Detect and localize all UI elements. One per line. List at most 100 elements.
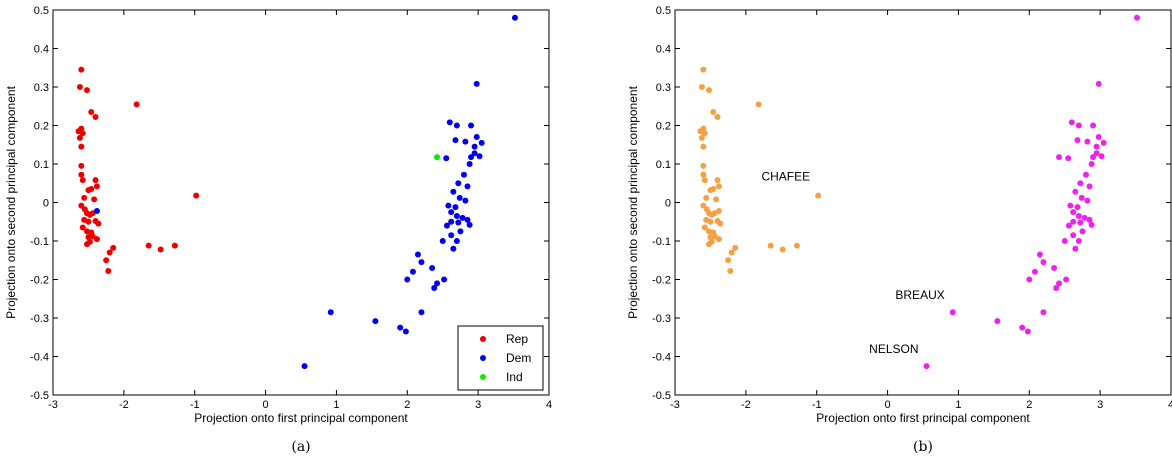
data-point xyxy=(707,218,714,225)
data-point-dem xyxy=(450,188,457,195)
data-point-dem xyxy=(456,194,463,201)
data-point-rep xyxy=(78,162,85,169)
data-point-dem xyxy=(404,276,411,283)
data-point xyxy=(700,143,707,150)
data-point xyxy=(701,224,708,231)
y-tick-label: 0.1 xyxy=(656,159,671,171)
data-point-rep xyxy=(145,242,152,249)
data-point-rep xyxy=(93,236,100,243)
y-tick-label: 0.5 xyxy=(656,5,671,17)
data-point xyxy=(1031,268,1038,275)
data-point xyxy=(1086,216,1093,223)
y-tick-label: -0.1 xyxy=(652,236,671,248)
data-point xyxy=(698,84,705,90)
data-point-dem xyxy=(450,245,457,252)
data-point-dem xyxy=(471,150,478,157)
data-point-rep xyxy=(193,192,200,199)
y-tick-label: 0.2 xyxy=(656,121,671,133)
data-point xyxy=(700,171,707,178)
data-point xyxy=(725,257,732,264)
subfigure-caption: (b) xyxy=(913,439,933,455)
data-point xyxy=(1086,183,1093,190)
data-point xyxy=(1075,238,1082,244)
data-point-dem xyxy=(459,214,466,221)
data-point-rep xyxy=(76,84,83,90)
y-tick-label: 0.3 xyxy=(656,82,671,94)
data-point xyxy=(923,363,930,370)
data-point-dem xyxy=(464,183,471,190)
data-point-dem xyxy=(409,268,416,275)
y-tick-label: 0 xyxy=(665,198,671,210)
data-point xyxy=(1026,276,1033,283)
data-point-dem xyxy=(448,209,455,216)
data-point-dem xyxy=(448,232,455,239)
y-tick-label: -0.3 xyxy=(652,313,671,325)
y-tick-label: 0 xyxy=(43,198,49,210)
data-point xyxy=(1100,139,1107,146)
x-axis-label: Projection onto first principal componen… xyxy=(816,411,1030,425)
data-point-dem xyxy=(455,219,462,226)
data-point xyxy=(1093,143,1100,150)
data-point-dem xyxy=(466,221,473,228)
annotation-label: BREAUX xyxy=(895,288,944,302)
y-tick-label: 0.3 xyxy=(34,82,49,94)
data-point xyxy=(710,186,717,193)
data-point xyxy=(708,238,715,245)
legend-entry: Rep xyxy=(506,332,528,346)
x-tick-label: 4 xyxy=(1168,399,1172,411)
data-point xyxy=(732,244,739,251)
data-point-rep xyxy=(85,218,92,225)
data-point-rep xyxy=(110,244,117,251)
data-point xyxy=(700,202,707,209)
data-point xyxy=(1090,122,1097,129)
data-point-dem xyxy=(418,309,425,316)
data-point xyxy=(815,192,822,199)
y-tick-label: -0.4 xyxy=(30,352,49,364)
data-point-dem xyxy=(452,204,459,211)
data-point-dem xyxy=(473,80,480,87)
data-point-dem xyxy=(93,207,100,214)
x-tick-label: 0 xyxy=(263,399,269,411)
data-point-dem xyxy=(462,138,469,145)
data-point xyxy=(767,242,774,249)
data-point xyxy=(1068,119,1075,126)
annotation-label: CHAFEE xyxy=(761,170,810,184)
data-point-dem xyxy=(439,238,446,244)
data-point xyxy=(1019,324,1026,331)
data-point xyxy=(994,318,1001,325)
data-point xyxy=(700,66,707,73)
data-point-dem xyxy=(402,328,409,335)
y-tick-label: 0.4 xyxy=(34,44,49,56)
data-point-dem xyxy=(445,202,452,209)
data-point xyxy=(706,87,713,94)
data-point xyxy=(1072,245,1079,252)
legend-marker xyxy=(480,355,486,361)
data-point xyxy=(755,101,762,108)
data-point-rep xyxy=(103,257,110,264)
x-tick-label: -3 xyxy=(48,399,58,411)
data-point-rep xyxy=(91,196,98,203)
data-point xyxy=(701,130,708,137)
data-point-rep xyxy=(88,186,95,193)
data-point-ind xyxy=(434,154,441,161)
y-tick-label: -0.3 xyxy=(30,313,49,325)
data-point-dem xyxy=(446,119,453,126)
x-tick-label: 3 xyxy=(1097,399,1103,411)
x-tick-label: 4 xyxy=(546,399,552,411)
y-tick-label: 0.2 xyxy=(34,121,49,133)
data-point xyxy=(1081,214,1088,221)
data-point-dem xyxy=(511,14,518,21)
data-point-rep xyxy=(78,202,85,209)
x-tick-label: -2 xyxy=(119,399,129,411)
x-tick-label: -2 xyxy=(741,399,751,411)
data-point-rep xyxy=(78,66,85,73)
data-point xyxy=(1024,328,1031,335)
legend-box xyxy=(457,325,544,391)
data-point xyxy=(1088,221,1095,228)
data-point xyxy=(1072,188,1079,195)
data-point-dem xyxy=(453,122,460,129)
data-point xyxy=(700,125,707,132)
data-point xyxy=(1063,276,1070,283)
data-point-rep xyxy=(106,249,113,256)
